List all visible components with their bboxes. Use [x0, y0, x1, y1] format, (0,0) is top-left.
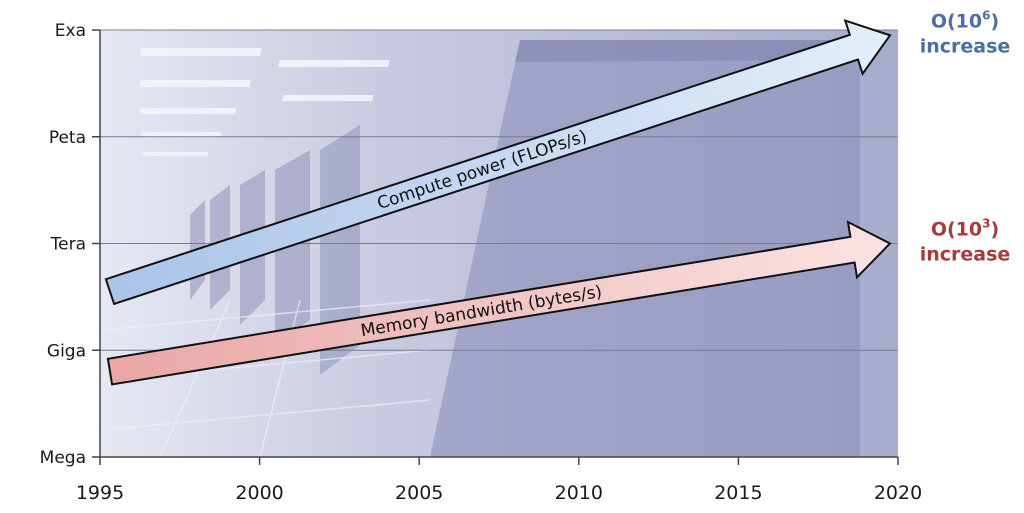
compute-increase-order: O(106) [931, 8, 999, 32]
y-tick-label: Tera [50, 235, 86, 255]
y-tick-label: Peta [49, 128, 86, 148]
y-tick-label: Exa [55, 21, 86, 41]
memory-increase-label: increase [920, 244, 1011, 266]
compute-power-arrow [104, 19, 892, 306]
y-axis-ticks: Mega Giga Tera Peta Exa [40, 21, 100, 468]
annotations: O(106) increase O(103) increase [920, 8, 1011, 265]
x-tick-label: 1995 [76, 482, 124, 504]
x-tick-label: 2010 [555, 482, 603, 504]
x-axis-ticks: 1995 2000 2005 2010 2015 2020 [76, 457, 922, 504]
x-tick-label: 2015 [714, 482, 762, 504]
x-tick-label: 2005 [395, 482, 443, 504]
memory-increase-order: O(103) [931, 217, 999, 241]
x-tick-label: 2000 [235, 482, 283, 504]
memory-bandwidth-arrow [106, 220, 892, 386]
x-tick-label: 2020 [874, 482, 922, 504]
y-tick-label: Giga [47, 341, 86, 361]
compute-increase-label: increase [920, 35, 1011, 57]
y-tick-label: Mega [40, 448, 86, 468]
